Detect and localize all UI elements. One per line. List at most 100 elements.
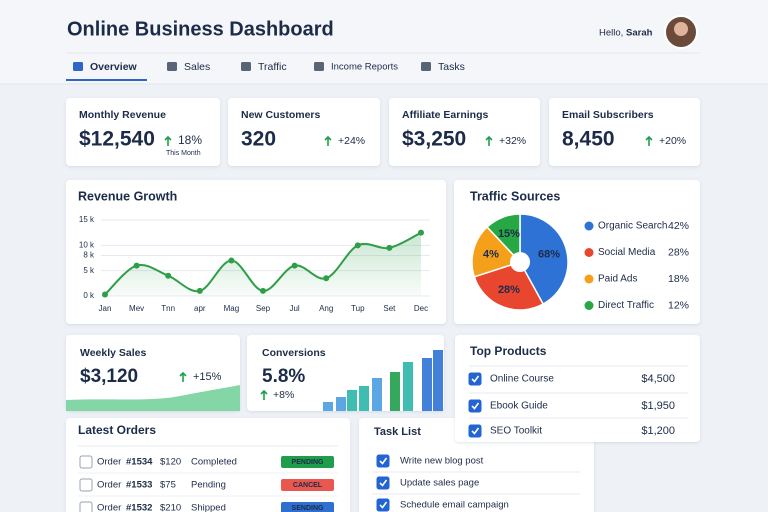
- x-tick-label: Mag: [224, 304, 240, 313]
- chart-title: Revenue Growth: [78, 189, 177, 203]
- decor-bar: [359, 386, 369, 411]
- pie-slice: [486, 213, 521, 264]
- x-tick-label: Jul: [289, 304, 299, 313]
- checkbox[interactable]: [468, 372, 482, 386]
- checkbox[interactable]: [79, 501, 93, 512]
- card-title: Latest Orders: [78, 423, 156, 437]
- list-card: [66, 418, 350, 512]
- kpi-value: 320: [241, 128, 276, 151]
- order-id: #1534: [126, 457, 153, 468]
- point: [291, 262, 298, 269]
- order-status: Pending: [191, 480, 226, 491]
- decor-bar: [323, 402, 333, 411]
- checkbox[interactable]: [376, 454, 390, 468]
- point: [165, 272, 172, 279]
- x-tick-label: Dec: [414, 304, 428, 313]
- check-mark: [379, 479, 388, 487]
- point: [228, 257, 235, 264]
- kpi-change: +24%: [338, 135, 365, 147]
- x-tick-label: Set: [383, 304, 396, 313]
- kpi-value: 8,450: [562, 128, 615, 151]
- legend-label: Paid Ads: [598, 274, 637, 285]
- kpi-card: [389, 98, 540, 166]
- header-bg: [0, 0, 768, 84]
- legend-swatch: [584, 301, 594, 310]
- tab[interactable]: Income Reports: [331, 62, 398, 73]
- y-tick-label: 8 k: [83, 251, 95, 260]
- order-id: #1532: [126, 503, 152, 512]
- legend-value: 42%: [668, 220, 689, 232]
- checkbox[interactable]: [468, 399, 482, 413]
- badge-text: SENDING: [292, 505, 324, 512]
- order-amount: $120: [160, 457, 181, 468]
- tab[interactable]: Traffic: [258, 61, 287, 73]
- task-item: Write new blog post: [400, 456, 484, 467]
- stat-title: Conversions: [262, 347, 326, 359]
- order-amount: $210: [160, 503, 181, 512]
- stat-value: 5.8%: [262, 366, 305, 387]
- product-price: $1,200: [641, 425, 675, 437]
- up-arrow: [485, 135, 493, 146]
- sparkline-area: [66, 385, 240, 411]
- page-title: Online Business Dashboard: [67, 18, 334, 40]
- tab[interactable]: Overview: [90, 61, 138, 73]
- card-title: Top Products: [470, 344, 547, 358]
- tab[interactable]: Tasks: [438, 61, 465, 73]
- legend-value: 18%: [668, 273, 689, 285]
- product-price: $4,500: [641, 373, 675, 385]
- stat-change: +15%: [193, 371, 222, 383]
- legend-value: 28%: [668, 246, 689, 258]
- checkbox[interactable]: [79, 455, 93, 469]
- kpi-label: New Customers: [241, 109, 321, 121]
- check-mark: [379, 457, 388, 465]
- order-status: Completed: [191, 457, 237, 468]
- point: [323, 275, 330, 282]
- checkbox[interactable]: [79, 478, 93, 492]
- decor-bar: [403, 362, 413, 411]
- checkbox[interactable]: [376, 498, 390, 512]
- order-label: Order: [97, 457, 121, 468]
- legend-swatch: [584, 274, 594, 284]
- avatar-face: [674, 22, 688, 36]
- kpi-value: $3,250: [402, 128, 466, 151]
- tab-icon: [167, 62, 177, 71]
- point: [418, 229, 424, 236]
- chart-title: Traffic Sources: [470, 189, 560, 203]
- point: [133, 262, 140, 269]
- decor-bar: [372, 378, 382, 411]
- product-name: SEO Toolkit: [490, 426, 542, 437]
- kpi-change: +20%: [659, 135, 686, 147]
- check-mark: [379, 501, 388, 509]
- slice-label: 4%: [483, 248, 499, 260]
- up-arrow: [324, 135, 332, 146]
- x-tick-label: Sep: [256, 304, 271, 313]
- x-tick-label: Tup: [351, 304, 365, 313]
- kpi-value: $12,540: [79, 128, 155, 151]
- x-tick-label: Jan: [99, 304, 112, 313]
- order-label: Order: [97, 503, 121, 512]
- decor-bar: [433, 350, 443, 411]
- checkbox[interactable]: [376, 476, 390, 490]
- product-name: Online Course: [490, 374, 554, 385]
- tab-icon: [241, 62, 251, 71]
- order-id: #1533: [126, 480, 152, 491]
- tab-icon: [73, 62, 83, 71]
- legend-label: Organic Search: [598, 221, 667, 232]
- greeting: Hello,: [599, 28, 623, 39]
- slice-label: 15%: [498, 228, 520, 240]
- card-title: Task List: [374, 426, 421, 438]
- pie-slice: [473, 261, 545, 311]
- order-label: Order: [97, 480, 121, 491]
- task-item: Update sales page: [400, 478, 479, 489]
- checkbox[interactable]: [468, 424, 482, 438]
- order-status: Shipped: [191, 503, 226, 512]
- list-card: [455, 335, 700, 442]
- tab[interactable]: Sales: [184, 61, 210, 73]
- slice-label: 68%: [538, 248, 560, 260]
- order-amount: $75: [160, 480, 176, 491]
- decor-bar: [336, 397, 346, 411]
- point: [102, 291, 108, 298]
- stat-change: +8%: [273, 389, 294, 401]
- badge-text: PENDING: [292, 459, 324, 466]
- kpi-change: +32%: [499, 135, 526, 147]
